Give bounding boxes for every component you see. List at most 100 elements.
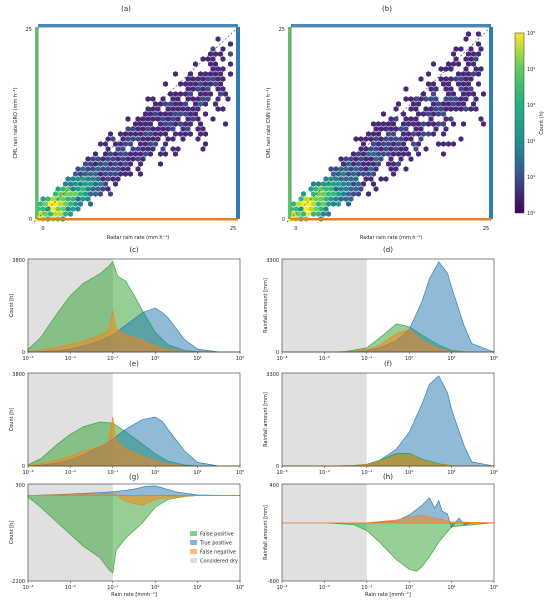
hexbin-cell (478, 66, 484, 72)
hexbin-cell (361, 171, 366, 177)
hexbin-cell (366, 161, 371, 167)
hexbin-cell (446, 61, 451, 67)
xtick-label: 10¹ (193, 356, 201, 362)
hexbin-cell (458, 106, 464, 112)
legend-label-true-positive: True positive (199, 541, 232, 547)
hexbin-cell (153, 111, 158, 117)
hexbin-cell (188, 71, 193, 77)
hexbin-cell (150, 126, 156, 132)
hexbin-cell (476, 51, 481, 57)
series-area-true-positive (27, 485, 241, 496)
panel-a-ylabel: CML rain rate GRO (mm h⁻¹) (13, 87, 19, 158)
hexbin-cell (125, 166, 131, 172)
hexbin-cell (323, 176, 329, 182)
hexbin-cell (401, 151, 406, 157)
hexbin-cell (416, 111, 421, 117)
hexbin-cell (135, 126, 141, 132)
hexbin-cell (473, 106, 479, 112)
hexbin-cell (148, 141, 153, 147)
hexbin-cell (431, 121, 436, 127)
hexbin-cell (128, 141, 133, 147)
hexbin-cell (165, 116, 171, 122)
hexbin-cell (358, 156, 364, 162)
hexbin-cell (80, 186, 86, 192)
hexbin-cell (441, 101, 446, 107)
hexbin-cell (173, 71, 178, 77)
hexbin-cell (446, 81, 451, 87)
hexbin-cell (93, 191, 98, 197)
hexbin-cell (431, 111, 436, 117)
hexbin-cell (446, 141, 451, 147)
hexbin-cell (311, 211, 316, 217)
hexbin-cell (428, 86, 434, 92)
xtick-label: 10¹ (447, 470, 455, 476)
xtick-label: 10⁻³ (276, 585, 287, 591)
hexbin-cell (203, 141, 208, 147)
hexbin-cell (428, 106, 434, 112)
hexbin-cell (341, 181, 346, 187)
hexbin-cell (458, 86, 464, 92)
colorbar-label: Count (h) (539, 111, 545, 135)
panel-a-caption: (a) (121, 5, 131, 13)
hexbin-cell (113, 151, 118, 157)
hexbin-cell (343, 156, 349, 162)
panel-g-xlabel: Rain rate [mmh⁻¹] (111, 592, 157, 598)
hexbin-cell (173, 91, 178, 97)
hexbin-cell (143, 151, 148, 157)
hexbin-cell (441, 131, 446, 137)
hexbin-cell (393, 106, 399, 112)
hexbin-cell (185, 116, 191, 122)
hexbin-cell (361, 151, 366, 157)
hexbin-cell (461, 101, 466, 107)
hexbin-cell (443, 126, 449, 132)
hexbin-cell (433, 86, 439, 92)
hexbin-cell (120, 146, 126, 152)
hexbin-cell (103, 181, 108, 187)
hexbin-cell (203, 71, 208, 77)
hexbin-cell (165, 106, 171, 112)
hexbin-cell (338, 166, 344, 172)
hexbin-cell (195, 96, 201, 102)
hexbin-cell (451, 101, 456, 107)
hexbin-cell (343, 196, 349, 202)
hexbin-cell (228, 41, 233, 47)
hexbin-cell (353, 166, 359, 172)
hexbin-cell (193, 101, 198, 107)
hexbin-cell (343, 176, 349, 182)
hexbin-cell (348, 176, 354, 182)
xtick-label: 10⁻³ (276, 470, 287, 476)
hexbin-cell (296, 201, 301, 207)
hexbin-cell (386, 131, 391, 137)
hexbin-cell (468, 86, 474, 92)
hexbin-cell (301, 201, 306, 207)
hexbin-cell (371, 131, 376, 137)
hexbin-cell (373, 146, 379, 152)
legend: False positive True positive False negat… (190, 531, 238, 565)
hexbin-cell (476, 41, 481, 47)
legend-swatch-considered-dry (190, 558, 197, 563)
panel-b-bottom-margin-hist (291, 218, 491, 221)
hexbin-cell (476, 71, 481, 77)
hexbin-cell (356, 161, 361, 167)
hexbin-cell (363, 156, 369, 162)
hexbin-cell (398, 146, 404, 152)
hexbin-cell (210, 46, 216, 52)
xtick-label: 10⁻³ (22, 585, 33, 591)
hexbin-cell (80, 166, 86, 172)
hexbin-cell (220, 56, 226, 62)
hexbin-cell (473, 66, 479, 72)
panel-a-top-margin-hist (38, 24, 238, 27)
panel-b-xlabel: Radar rain rate (mm h⁻¹) (360, 235, 422, 241)
hexbin-cell (328, 186, 334, 192)
series-area-false-negative (27, 310, 240, 353)
hexbin-cell (401, 141, 406, 147)
hexbin-cell (213, 51, 218, 57)
hexbin-cell (463, 56, 469, 62)
panel-f-axes-frame (281, 372, 495, 467)
hexbin-cell (215, 76, 221, 82)
hexbin-cell (208, 71, 213, 77)
hexbin-cell (135, 166, 141, 172)
hexbin-cell (318, 196, 324, 202)
hexbin-cell (403, 86, 409, 92)
